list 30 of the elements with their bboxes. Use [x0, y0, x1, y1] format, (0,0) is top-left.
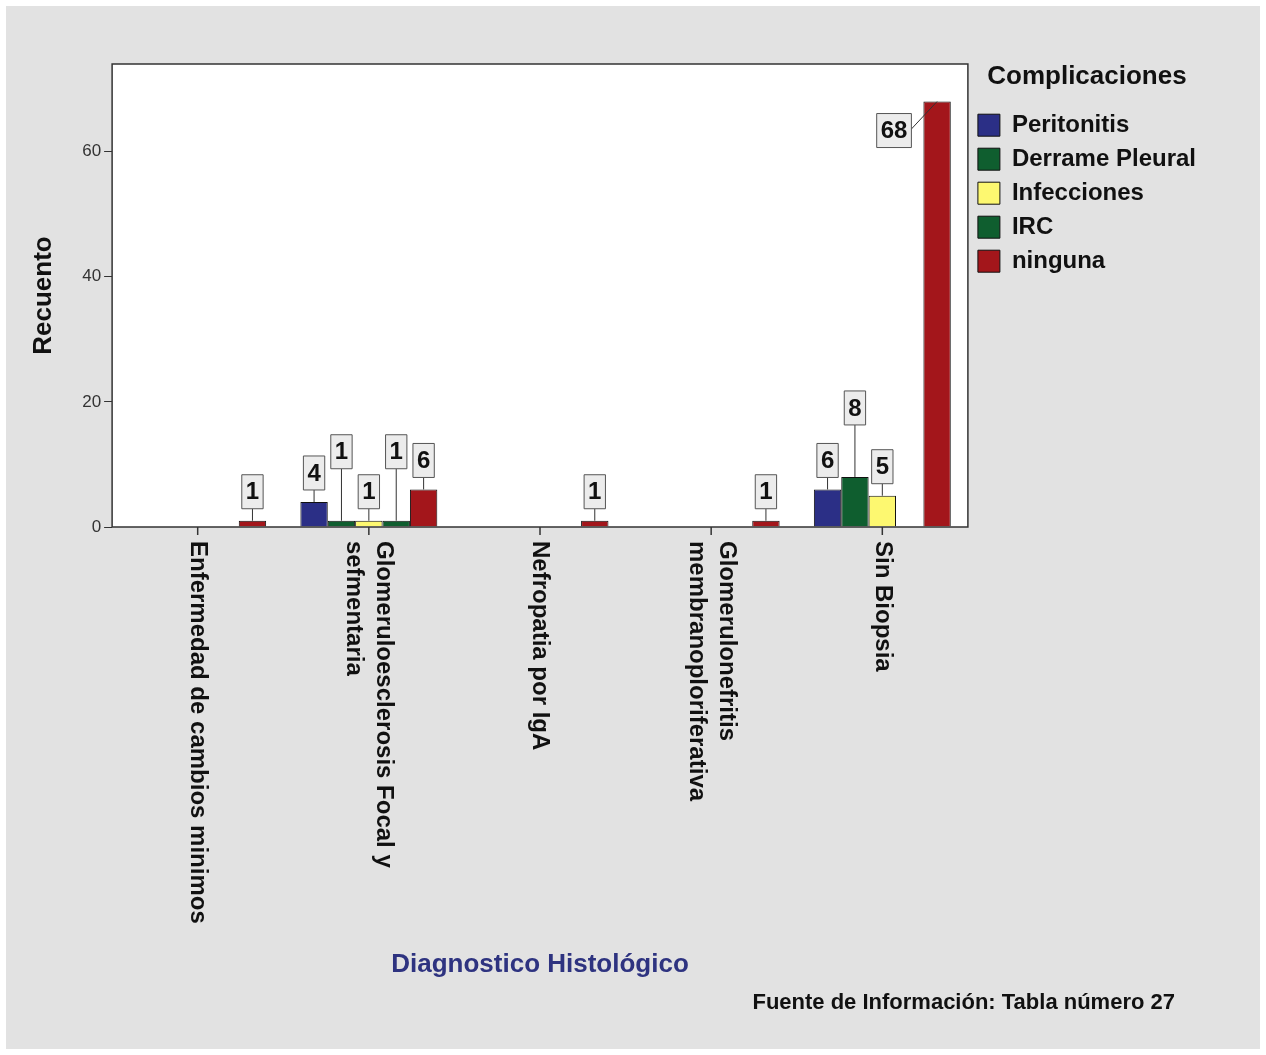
x-tick-label: Glomerulonefritis membranoploriferativa — [684, 541, 742, 802]
source-note: Fuente de Información: Tabla número 27 — [752, 989, 1175, 1015]
data-label: 6 — [820, 446, 835, 474]
data-label: 1 — [334, 437, 349, 465]
x-tick-label: Nefropatia por IgA — [528, 541, 556, 751]
data-label: 5 — [875, 452, 889, 480]
legend-label: ninguna — [1011, 245, 1106, 273]
data-label: 1 — [245, 477, 260, 505]
y-tick-label: 0 — [91, 516, 102, 536]
y-tick-label: 60 — [82, 141, 102, 161]
y-axis-title: Recuento — [26, 236, 57, 355]
data-label: 4 — [307, 458, 322, 486]
x-tick-label: Glomeruloesclerosis Focal y sefmentaria — [342, 541, 400, 869]
data-label: 1 — [588, 477, 602, 505]
legend-label: Peritonitis — [1011, 109, 1130, 137]
data-label: 1 — [759, 477, 773, 505]
legend-title: Complicaciones — [987, 60, 1187, 91]
x-tick-label: Enfermedad de cambios minimos — [186, 541, 214, 924]
data-label: 68 — [880, 116, 908, 144]
data-label: 6 — [416, 446, 431, 474]
legend-label: IRC — [1011, 211, 1054, 239]
legend-label: Derrame Pleural — [1011, 143, 1197, 171]
y-tick-label: 20 — [82, 391, 102, 411]
legend-label: Infecciones — [1011, 177, 1144, 205]
y-tick-label: 40 — [82, 266, 102, 286]
data-label: 8 — [848, 393, 862, 421]
x-tick-label: Sin Biopsia — [870, 541, 898, 673]
data-label: 1 — [389, 437, 403, 465]
x-axis-title: Diagnostico Histológico — [391, 948, 689, 979]
data-label: 1 — [362, 477, 376, 505]
